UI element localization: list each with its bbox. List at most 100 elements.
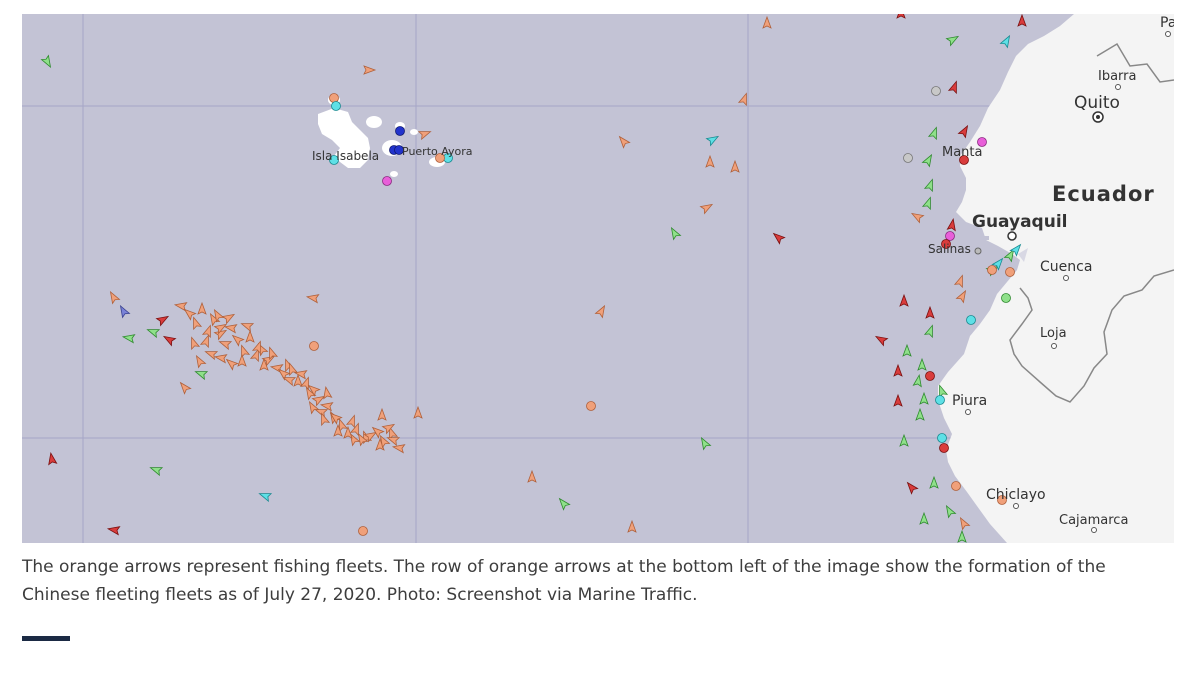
cargo-vessel-icon[interactable] (902, 343, 912, 357)
cargo-vessel-icon[interactable] (915, 407, 925, 421)
fishing-vessel-icon[interactable] (333, 423, 343, 437)
fishing-vessel-icon[interactable] (349, 422, 362, 437)
fishing-vessel-icon[interactable] (213, 353, 228, 364)
stationary-vessel-icon[interactable] (331, 101, 341, 111)
stationary-vessel-icon[interactable] (997, 495, 1007, 505)
fishing-vessel-icon[interactable] (762, 15, 772, 29)
fishing-vessel-icon[interactable] (328, 410, 343, 425)
cargo-vessel-icon[interactable] (194, 368, 209, 381)
stationary-vessel-icon[interactable] (951, 481, 961, 491)
fishing-vessel-icon[interactable] (377, 434, 391, 449)
stationary-vessel-icon[interactable] (939, 443, 949, 453)
fishing-vessel-icon[interactable] (182, 306, 197, 321)
tanker-icon[interactable] (162, 333, 177, 347)
cargo-vessel-icon[interactable] (1003, 248, 1017, 263)
cargo-vessel-icon[interactable] (921, 153, 935, 168)
stationary-vessel-icon[interactable] (1001, 293, 1011, 303)
tanker-icon[interactable] (904, 480, 919, 495)
tanker-icon[interactable] (946, 217, 957, 232)
fishing-vessel-icon[interactable] (345, 414, 358, 429)
stationary-vessel-icon[interactable] (1005, 267, 1015, 277)
fishing-vessel-icon[interactable] (303, 386, 317, 401)
fishing-vessel-icon[interactable] (107, 290, 121, 305)
stationary-vessel-icon[interactable] (959, 155, 969, 165)
fishing-vessel-icon[interactable] (230, 332, 245, 347)
stationary-vessel-icon[interactable] (358, 526, 368, 536)
map-canvas[interactable]: Pas Ibarra Quito Ecuador Manta Guayaquil… (22, 14, 1174, 543)
fishing-vessel-icon[interactable] (193, 354, 207, 369)
fishing-vessel-icon[interactable] (953, 274, 966, 289)
fishing-vessel-icon[interactable] (355, 432, 369, 447)
tanker-icon[interactable] (106, 525, 121, 536)
stationary-vessel-icon[interactable] (329, 93, 339, 103)
fishing-vessel-icon[interactable] (594, 304, 608, 319)
fishing-vessel-icon[interactable] (238, 344, 251, 359)
fishing-vessel-icon[interactable] (282, 374, 297, 387)
fishing-vessel-icon[interactable] (705, 154, 715, 168)
fishing-vessel-icon[interactable] (240, 320, 255, 333)
fishing-vessel-icon[interactable] (347, 432, 361, 447)
fishing-vessel-icon[interactable] (213, 321, 229, 335)
cargo-vessel-icon[interactable] (556, 496, 571, 511)
fishing-vessel-icon[interactable] (190, 316, 203, 331)
tanker-icon[interactable] (893, 393, 903, 407)
fishing-vessel-icon[interactable] (224, 356, 239, 371)
fishing-vessel-icon[interactable] (910, 210, 925, 224)
fishing-vessel-icon[interactable] (266, 346, 279, 361)
passenger-vessel-icon[interactable] (705, 133, 721, 147)
fishing-vessel-icon[interactable] (417, 128, 432, 141)
navigation-aid-icon[interactable] (395, 126, 405, 136)
tanker-icon[interactable] (893, 363, 903, 377)
fishing-vessel-icon[interactable] (197, 301, 207, 315)
stationary-vessel-icon[interactable] (382, 176, 392, 186)
fishing-vessel-icon[interactable] (955, 289, 969, 304)
fishing-vessel-icon[interactable] (391, 443, 406, 454)
fishing-vessel-icon[interactable] (381, 421, 397, 435)
cargo-vessel-icon[interactable] (121, 333, 136, 344)
cargo-vessel-icon[interactable] (929, 475, 939, 489)
fishing-vessel-icon[interactable] (363, 429, 379, 443)
fishing-vessel-icon[interactable] (211, 308, 225, 323)
passenger-vessel-icon[interactable] (1009, 242, 1023, 257)
fishing-vessel-icon[interactable] (218, 338, 233, 351)
stationary-vessel-icon[interactable] (987, 265, 997, 275)
stationary-vessel-icon[interactable] (309, 341, 319, 351)
tanker-icon[interactable] (155, 313, 171, 327)
tanker-icon[interactable] (957, 124, 971, 139)
vessel-icon[interactable] (117, 304, 131, 319)
cargo-vessel-icon[interactable] (149, 464, 164, 477)
passenger-vessel-icon[interactable] (258, 490, 273, 503)
fishing-vessel-icon[interactable] (311, 393, 327, 407)
fishing-vessel-icon[interactable] (343, 425, 353, 439)
fishing-vessel-icon[interactable] (322, 385, 333, 400)
fishing-vessel-icon[interactable] (616, 134, 631, 149)
fishing-vessel-icon[interactable] (201, 324, 214, 339)
fishing-vessel-icon[interactable] (293, 369, 308, 380)
passenger-vessel-icon[interactable] (999, 34, 1013, 49)
fishing-vessel-icon[interactable] (276, 366, 291, 381)
fishing-vessel-icon[interactable] (199, 334, 212, 349)
tanker-icon[interactable] (771, 230, 786, 245)
cargo-vessel-icon[interactable] (919, 511, 929, 525)
fishing-vessel-icon[interactable] (259, 357, 269, 371)
fishing-vessel-icon[interactable] (737, 92, 750, 107)
fishing-vessel-icon[interactable] (221, 311, 237, 325)
fishing-vessel-icon[interactable] (251, 340, 264, 355)
fishing-vessel-icon[interactable] (527, 469, 537, 483)
stationary-vessel-icon[interactable] (586, 401, 596, 411)
stationary-vessel-icon[interactable] (977, 137, 987, 147)
cargo-vessel-icon[interactable] (923, 178, 936, 193)
fishing-vessel-icon[interactable] (413, 405, 423, 419)
cargo-vessel-icon[interactable] (40, 54, 54, 70)
fishing-vessel-icon[interactable] (293, 373, 303, 387)
cargo-vessel-icon[interactable] (668, 226, 682, 241)
tanker-icon[interactable] (1017, 14, 1027, 27)
fishing-vessel-icon[interactable] (306, 382, 321, 397)
navigation-aid-icon[interactable] (394, 145, 404, 155)
passenger-vessel-icon[interactable] (991, 256, 1005, 271)
fishing-vessel-icon[interactable] (261, 353, 277, 367)
stationary-vessel-icon[interactable] (329, 155, 339, 165)
fishing-vessel-icon[interactable] (223, 323, 238, 334)
stationary-vessel-icon[interactable] (935, 395, 945, 405)
stationary-vessel-icon[interactable] (435, 153, 445, 163)
